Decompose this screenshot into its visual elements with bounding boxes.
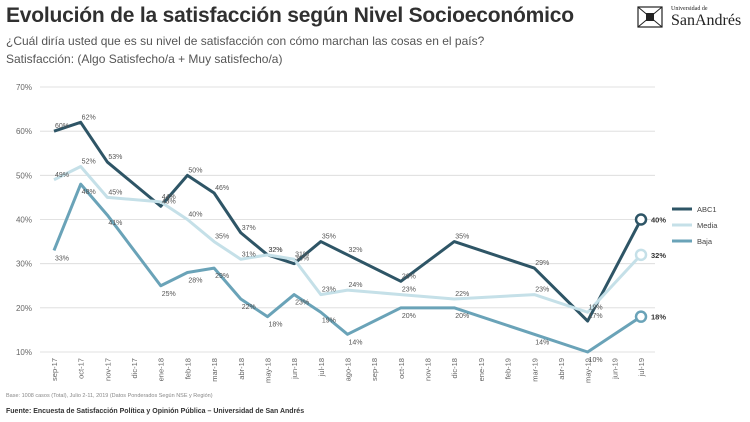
x-tick-label: ago-18 [344,358,353,381]
metric-subtitle: Satisfacción: (Algo Satisfecho/a + Muy s… [6,52,283,66]
logo-main-text: SanAndrés [671,12,742,29]
data-label: 44% [162,194,176,201]
data-label: 23% [322,287,336,294]
x-tick-label: may-18 [263,358,272,383]
y-tick-label: 30% [16,260,32,269]
data-label: 49% [55,172,69,179]
data-label: 41% [108,220,122,227]
data-label: 32% [349,247,363,254]
data-label: 43% [162,198,176,205]
line-chart: 10% 20% 30% 40% 50% 60% 70% sep-17 oct-17 nov-17 d… [16,83,718,383]
end-label: 18% [651,313,666,322]
series-line-media [53,165,643,314]
x-tick-label: sep-18 [370,358,379,381]
x-tick-label: mar-19 [530,358,539,382]
data-label: 62% [82,114,96,121]
x-tick-label: oct-18 [397,358,406,379]
y-tick-label: 20% [16,304,32,313]
x-tick-label: feb-19 [504,358,513,379]
data-label: 33% [55,255,69,262]
data-label: 60% [55,123,69,130]
page-title: Evolución de la satisfacción según Nivel… [6,4,574,27]
x-tick-label: ene-18 [157,358,166,381]
data-label: 35% [215,234,229,241]
data-label: 40% [188,212,202,219]
x-tick-label: jul-18 [317,358,326,377]
data-label: 14% [535,339,549,346]
data-label: 20% [455,313,469,320]
end-label: 40% [651,216,666,225]
legend-label: Media [697,221,718,230]
data-label: 31% [295,251,309,258]
data-label: 20% [402,313,416,320]
data-label: 17% [589,313,603,320]
data-label: 29% [215,273,229,280]
x-tick-label: dic-17 [130,358,139,378]
data-label: 23% [295,300,309,307]
end-marker [634,213,648,226]
x-tick-label: may-19 [584,358,593,383]
x-tick-label: sep-17 [50,358,59,381]
data-label: 22% [455,291,469,298]
data-label: 29% [535,260,549,267]
y-tick-label: 10% [16,348,32,357]
x-tick-label: abr-19 [557,358,566,380]
x-tick-label: mar-18 [210,358,219,382]
data-label: 10% [589,357,603,364]
data-label: 53% [108,154,122,161]
series-line-abc1 [53,120,643,323]
x-tick-label: jun-18 [290,358,299,380]
data-label: 35% [322,234,336,241]
crest-icon [637,6,663,28]
data-label: 14% [349,339,363,346]
x-tick-label: abr-18 [237,358,246,380]
data-label: 32% [268,247,282,254]
y-tick-label: 50% [16,171,32,180]
data-label: 37% [242,225,256,232]
data-label: 25% [162,291,176,298]
legend-label: Baja [697,237,713,246]
data-label: 50% [188,167,202,174]
data-label: 24% [349,282,363,289]
data-label: 28% [188,278,202,285]
x-tick-label: jul-19 [637,358,646,377]
x-tick-label: ene-19 [477,358,486,381]
x-tick-label: jun-19 [610,358,619,380]
series-line-baja [52,182,642,354]
data-label: 23% [402,287,416,294]
data-label: 35% [455,234,469,241]
data-label: 45% [108,189,122,196]
data-label: 23% [535,287,549,294]
university-logo: Universidad de SanAndrés [634,4,742,30]
x-tick-label: nov-17 [103,358,112,381]
legend-label: ABC1 [697,205,717,214]
x-tick-label: feb-18 [183,358,192,379]
logo-small-text: Universidad de [671,6,708,12]
footnote: Base: 1008 casos (Total), Julio 2-11, 20… [6,393,213,399]
data-label: 31% [242,251,256,258]
x-tick-label: nov-18 [424,358,433,381]
data-label: 18% [268,322,282,329]
data-label: 48% [82,189,96,196]
y-tick-label: 60% [16,127,32,136]
end-marker [634,248,648,262]
end-label: 32% [651,251,666,260]
data-label: 46% [215,185,229,192]
data-label: 32% [268,247,282,254]
x-tick-label: dic-18 [450,358,459,378]
data-label: 19% [322,317,336,324]
x-tick-label: oct-17 [77,358,86,379]
data-label: 26% [402,273,416,280]
end-marker [634,310,648,323]
data-label: 19% [589,304,603,311]
y-tick-label: 40% [16,216,32,225]
data-label: 30% [295,256,309,263]
data-label: 22% [242,304,256,311]
data-label: 52% [82,159,96,166]
source-note: Fuente: Encuesta de Satisfacción Polític… [6,408,305,415]
y-tick-label: 70% [16,83,32,92]
question-subtitle: ¿Cuál diría usted que es su nivel de sat… [6,34,485,48]
